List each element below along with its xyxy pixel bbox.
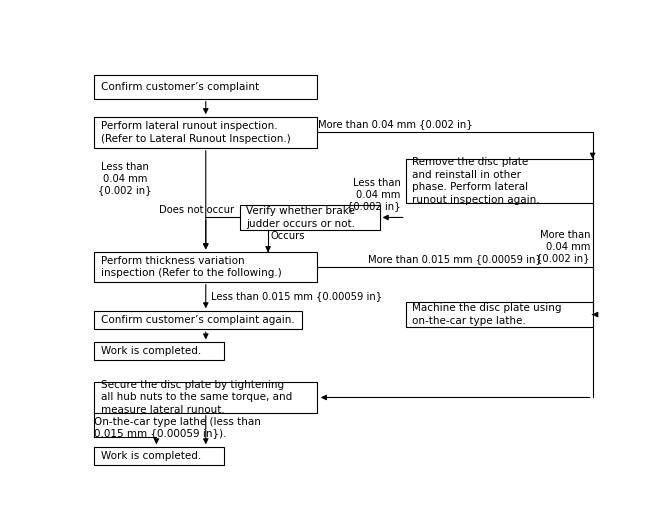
Text: Does not occur: Does not occur <box>159 205 234 215</box>
FancyBboxPatch shape <box>406 159 593 203</box>
Text: Less than 0.015 mm {0.00059 in}: Less than 0.015 mm {0.00059 in} <box>211 292 382 302</box>
Text: Work is completed.: Work is completed. <box>101 346 201 356</box>
Text: Secure the disc plate by tightening
all hub nuts to the same torque, and
measure: Secure the disc plate by tightening all … <box>101 380 292 415</box>
Text: Confirm customer’s complaint again.: Confirm customer’s complaint again. <box>101 315 295 325</box>
FancyBboxPatch shape <box>240 205 380 230</box>
FancyBboxPatch shape <box>94 382 318 413</box>
Text: More than 0.04 mm {0.002 in}: More than 0.04 mm {0.002 in} <box>318 119 472 129</box>
Text: Confirm customer’s complaint: Confirm customer’s complaint <box>101 82 259 92</box>
FancyBboxPatch shape <box>94 343 224 360</box>
FancyBboxPatch shape <box>94 117 318 148</box>
FancyBboxPatch shape <box>94 447 224 466</box>
Text: Work is completed.: Work is completed. <box>101 451 201 461</box>
FancyBboxPatch shape <box>406 302 593 327</box>
Text: Less than
0.04 mm
{0.002 in}: Less than 0.04 mm {0.002 in} <box>98 162 152 195</box>
FancyBboxPatch shape <box>94 75 318 98</box>
FancyBboxPatch shape <box>94 311 302 329</box>
Text: More than
0.04 mm
{0.002 in}: More than 0.04 mm {0.002 in} <box>537 230 590 263</box>
Text: Perform lateral runout inspection.
(Refer to Lateral Runout Inspection.): Perform lateral runout inspection. (Refe… <box>101 121 291 144</box>
Text: Machine the disc plate using
on-the-car type lathe.: Machine the disc plate using on-the-car … <box>413 303 562 326</box>
Text: Verify whether brake
judder occurs or not.: Verify whether brake judder occurs or no… <box>247 206 355 229</box>
Text: On-the-car type lathe (less than
0.015 mm {0.00059 in}).: On-the-car type lathe (less than 0.015 m… <box>94 417 261 438</box>
Text: Occurs: Occurs <box>271 231 305 241</box>
Text: Perform thickness variation
inspection (Refer to the following.): Perform thickness variation inspection (… <box>101 255 281 278</box>
FancyBboxPatch shape <box>94 252 318 282</box>
Text: Remove the disc plate
and reinstall in other
phase. Perform lateral
runout inspe: Remove the disc plate and reinstall in o… <box>413 157 540 205</box>
Text: More than 0.015 mm {0.00059 in}: More than 0.015 mm {0.00059 in} <box>368 254 542 264</box>
Text: Less than
0.04 mm
{0.002 in}: Less than 0.04 mm {0.002 in} <box>347 178 401 211</box>
